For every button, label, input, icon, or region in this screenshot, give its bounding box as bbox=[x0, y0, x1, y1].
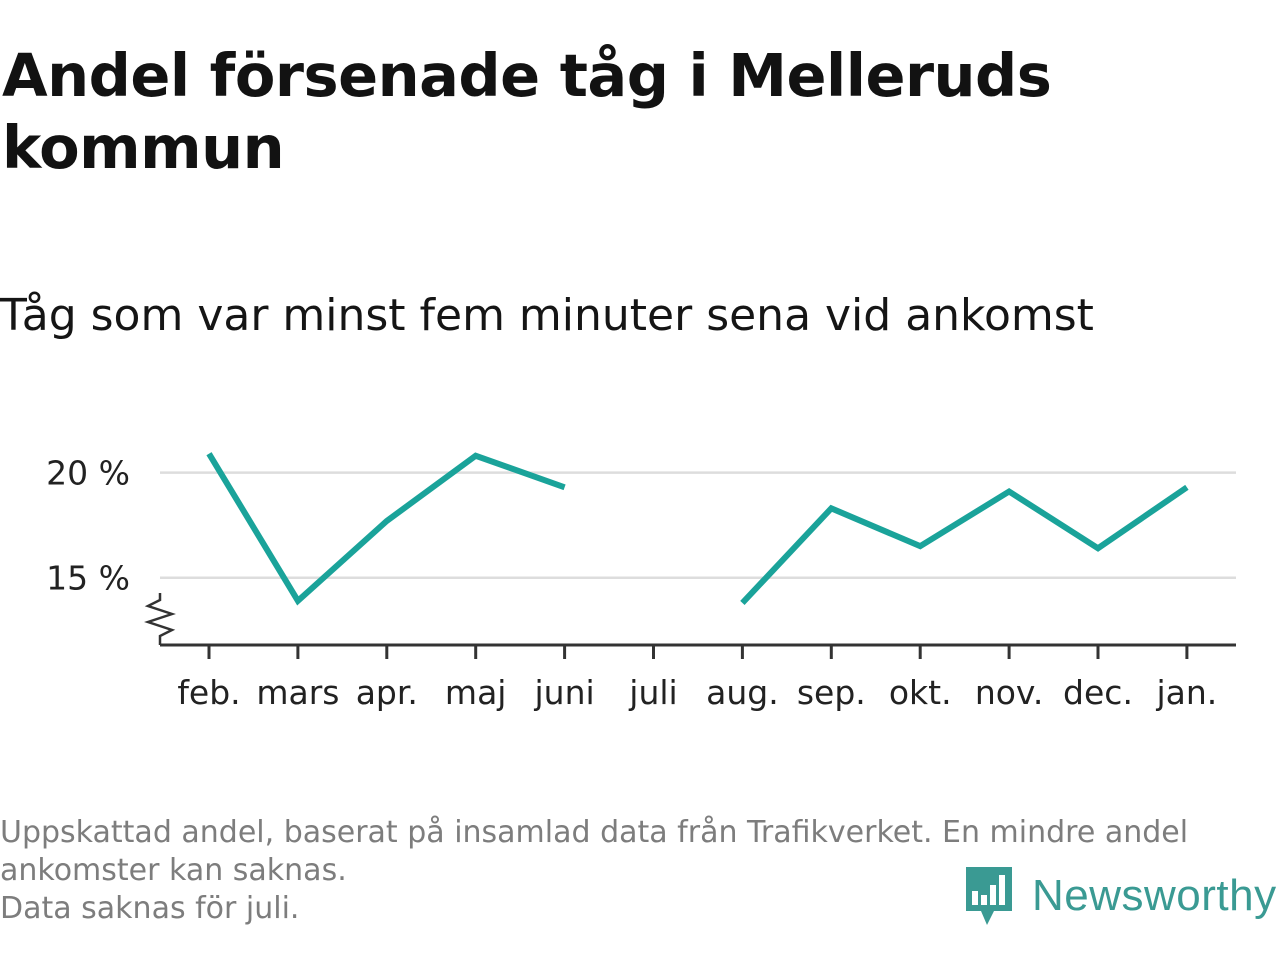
x-tick-label: feb. bbox=[177, 673, 240, 712]
series-line-segment bbox=[740, 484, 1189, 605]
x-tick-label: maj bbox=[445, 673, 507, 712]
x-tick-label: aug. bbox=[706, 673, 779, 712]
y-axis-ticks: 15 % 20 % bbox=[46, 454, 130, 598]
y-tick-label: 15 % bbox=[46, 559, 130, 598]
y-tick-label: 20 % bbox=[46, 454, 130, 493]
line-chart: 15 % 20 % feb. mars apr. maj juni juli aug. sep.… bbox=[46, 452, 1236, 712]
chart-subtitle: Tåg som var minst fem minuter sena vid a… bbox=[0, 290, 1094, 341]
brand-name: Newsworthy bbox=[1032, 871, 1277, 920]
x-tick-label: apr. bbox=[356, 673, 418, 712]
x-axis bbox=[144, 593, 1236, 647]
x-tick-label: okt. bbox=[889, 673, 952, 712]
footer-note: Uppskattad andel, baserat på insamlad da… bbox=[0, 814, 1270, 928]
gridlines bbox=[160, 471, 1236, 579]
brand-logo[interactable]: Newsworthy bbox=[964, 864, 1277, 928]
y-axis-break bbox=[144, 593, 176, 645]
x-tick-label: nov. bbox=[975, 673, 1044, 712]
x-tick-label: juli bbox=[628, 673, 677, 712]
newsworthy-logo-icon bbox=[966, 867, 1012, 925]
x-tick-label: juni bbox=[534, 673, 595, 712]
x-tick-label: mars bbox=[256, 673, 339, 712]
chart-title: Andel försenade tåg i Melleruds kommun bbox=[2, 41, 1052, 182]
series-line-segment bbox=[206, 452, 566, 606]
x-tick-label: jan. bbox=[1156, 673, 1218, 712]
x-tick-label: dec. bbox=[1063, 673, 1133, 712]
footer-line-missing: Data saknas för juli. bbox=[0, 891, 300, 926]
series-lines bbox=[206, 452, 1189, 606]
x-axis-ticks: feb. mars apr. maj juni juli aug. sep. okt. nov. d… bbox=[177, 645, 1217, 712]
footer-line-source: Uppskattad andel, baserat på insamlad da… bbox=[0, 815, 1189, 888]
x-tick-label: sep. bbox=[797, 673, 866, 712]
